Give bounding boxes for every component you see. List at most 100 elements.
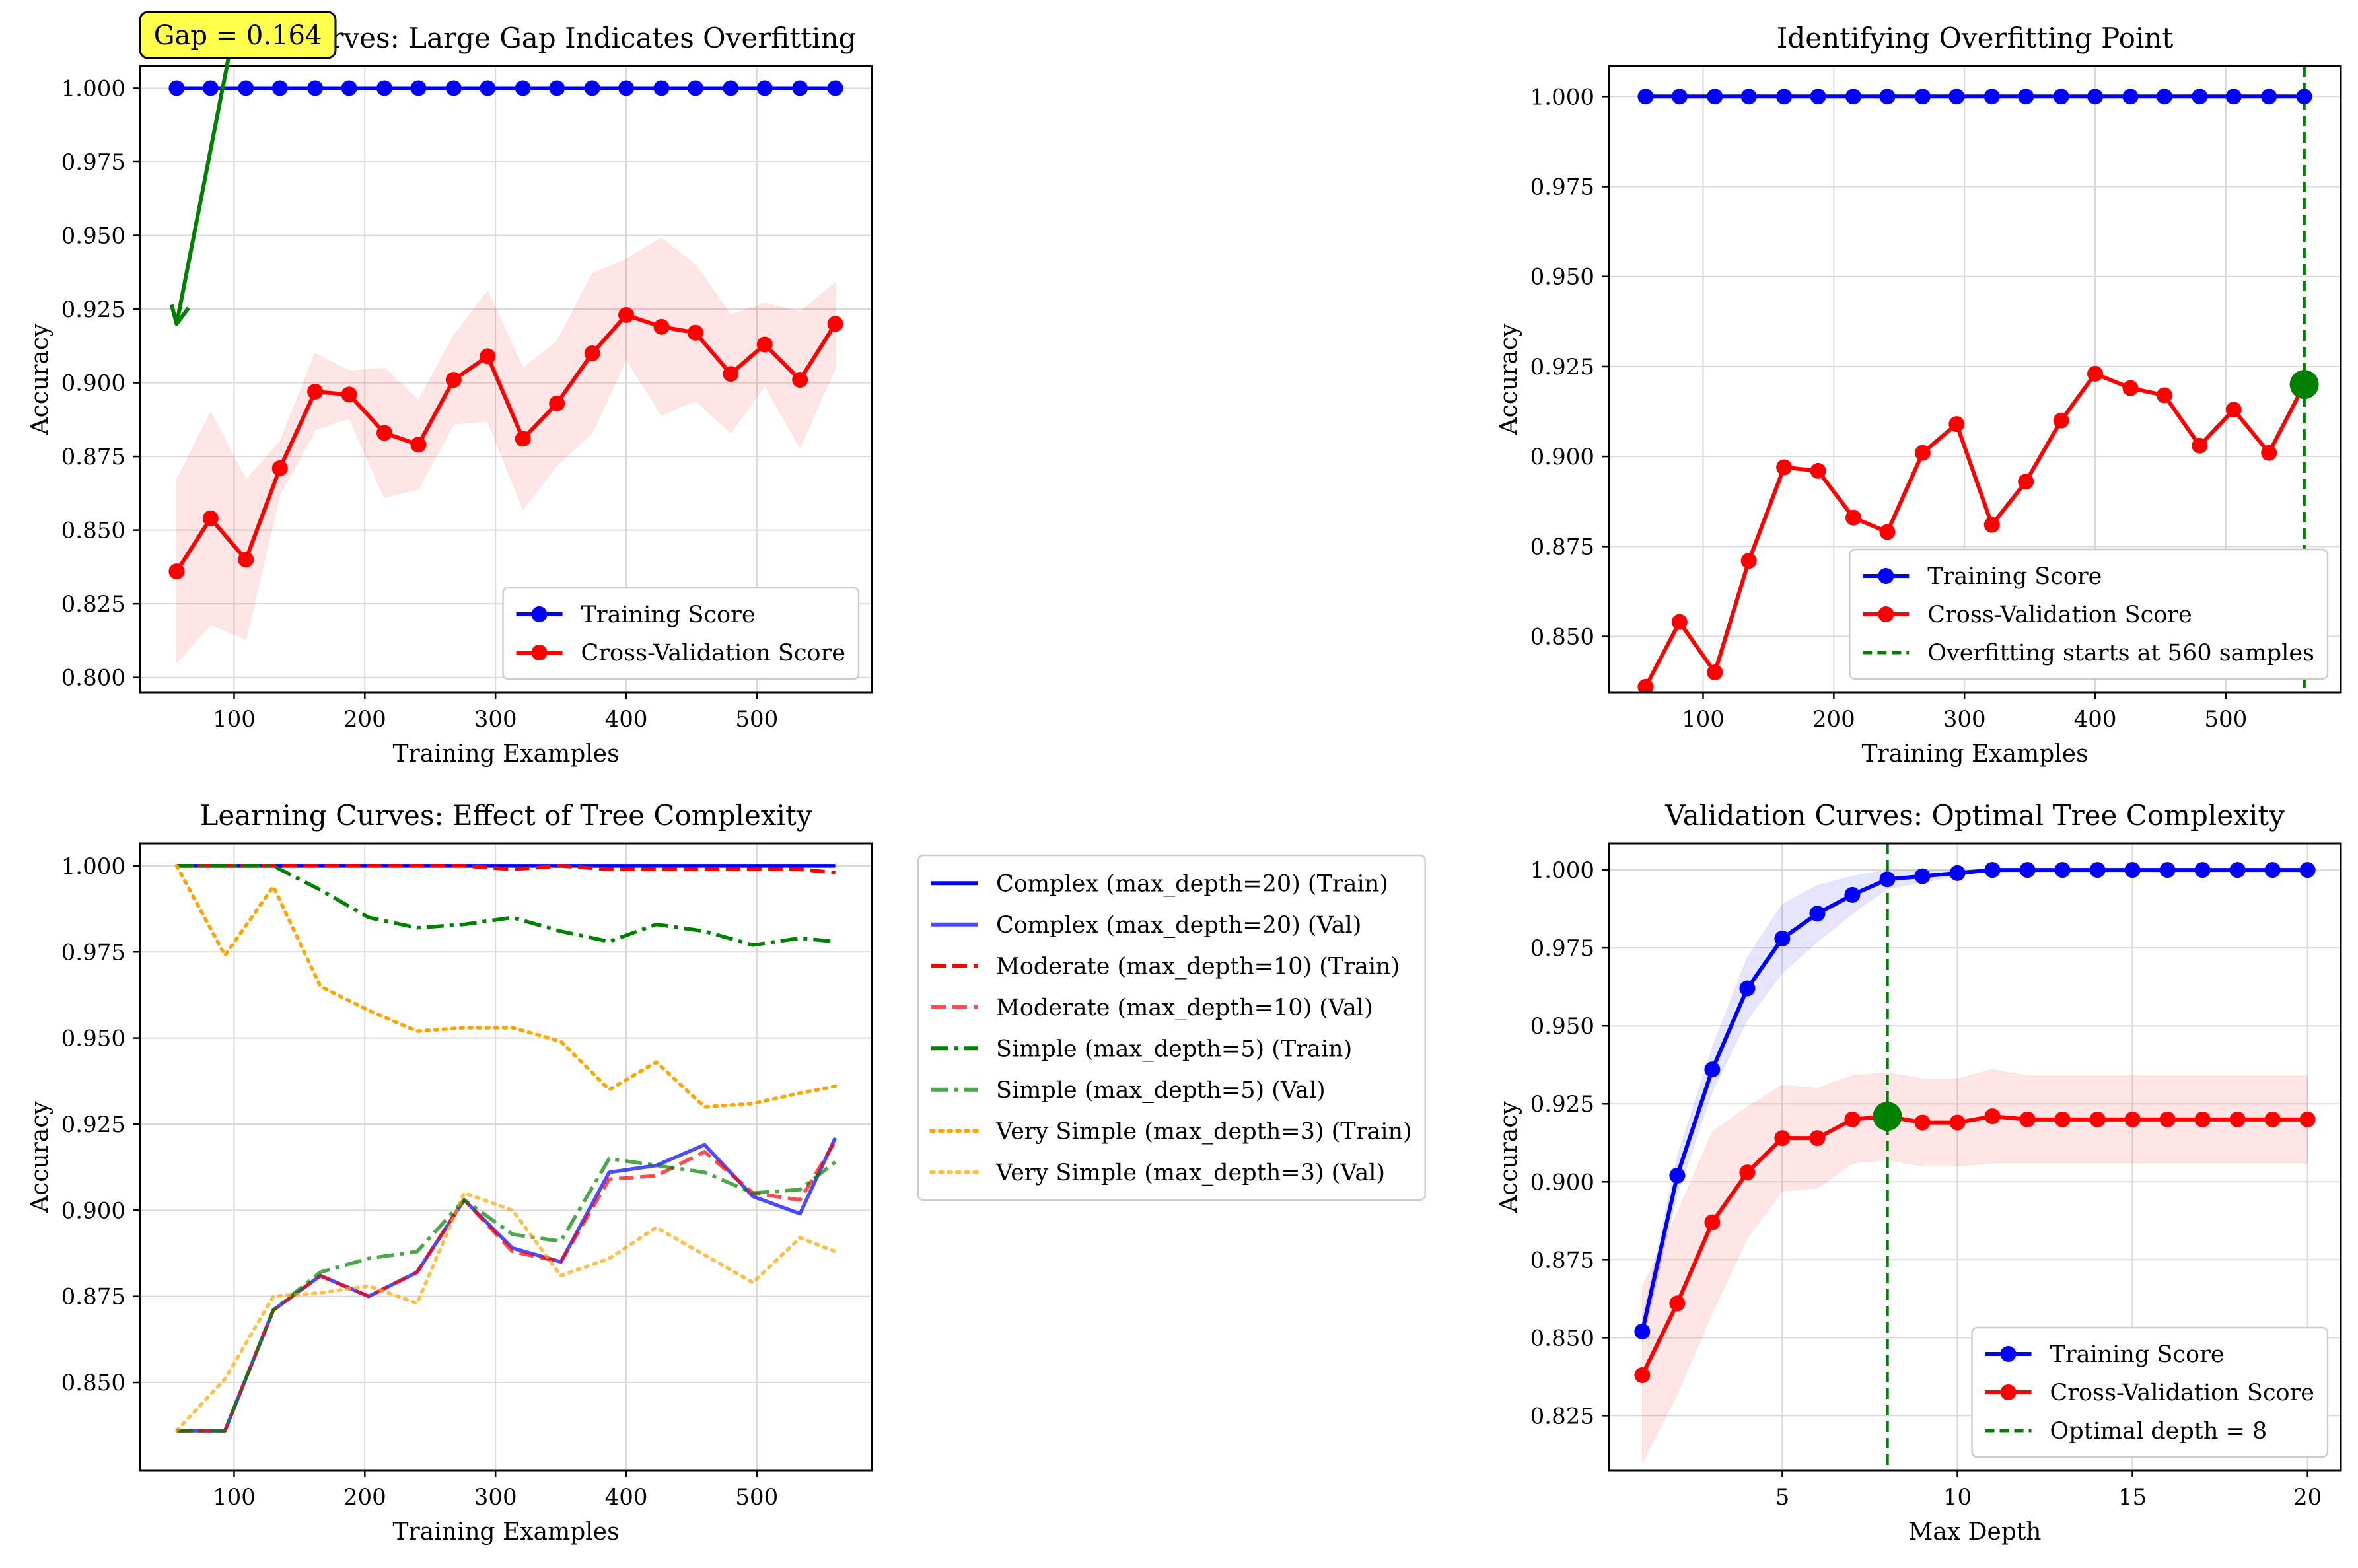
y-tick-label: 0.975 xyxy=(61,149,125,176)
data-point xyxy=(2019,862,2036,878)
data-point xyxy=(376,80,392,96)
data-point xyxy=(2089,1111,2106,1127)
legend-entry: Training Score xyxy=(1985,1341,2225,1368)
data-point xyxy=(618,306,635,323)
data-point xyxy=(1914,445,1931,461)
y-tick-label: 0.850 xyxy=(1530,624,1594,651)
legend: Training Score Cross-Validation Score Opti… xyxy=(1971,1326,2329,1458)
x-tick-label: 100 xyxy=(213,706,256,732)
legend-label: Complex (max_depth=20) (Val) xyxy=(996,912,1361,939)
data-point xyxy=(445,80,462,96)
data-point xyxy=(1844,886,1861,903)
legend-label: Moderate (max_depth=10) (Val) xyxy=(996,995,1373,1021)
data-point xyxy=(2225,89,2242,105)
data-point xyxy=(1810,89,1826,105)
data-point xyxy=(480,80,496,96)
legend-label: Simple (max_depth=5) (Val) xyxy=(996,1077,1326,1104)
data-point xyxy=(1740,89,1757,105)
data-point xyxy=(653,318,670,335)
x-tick-label: 15 xyxy=(2118,1484,2147,1511)
series-line xyxy=(174,864,838,1109)
data-point xyxy=(410,80,427,96)
series-line xyxy=(1643,371,2306,688)
legend-entry: Optimal depth = 8 xyxy=(1985,1418,2267,1444)
data-point xyxy=(1707,664,1723,681)
legend: Training Score Cross-Validation Score xyxy=(502,587,860,680)
data-point xyxy=(2261,445,2277,461)
chart-title: Identifying Overfitting Point xyxy=(1777,22,2174,54)
data-point xyxy=(653,80,670,96)
data-point xyxy=(723,80,739,96)
legend-marker xyxy=(531,645,548,660)
y-tick-label: 0.900 xyxy=(1530,444,1594,470)
data-point xyxy=(2124,1111,2141,1127)
y-tick-label: 0.925 xyxy=(1530,1091,1594,1118)
plot-area xyxy=(1637,66,2312,692)
chart-identifying-overfitting-point: 100 200 300 400 500 0.850 0.875 0.900 0.925 0.950… xyxy=(1495,22,2342,767)
data-point xyxy=(1637,89,1654,105)
data-point xyxy=(792,372,808,388)
data-point xyxy=(1914,89,1931,105)
annotation-box xyxy=(139,11,337,59)
data-point xyxy=(2122,89,2139,105)
data-point xyxy=(1634,1367,1651,1383)
legend-label: Very Simple (max_depth=3) (Train) xyxy=(995,1118,1412,1145)
data-point xyxy=(1810,462,1826,479)
data-point xyxy=(2018,474,2034,490)
data-point xyxy=(2054,1111,2071,1127)
y-tick-label: 0.925 xyxy=(61,297,125,323)
data-point xyxy=(2264,862,2281,878)
data-point xyxy=(445,372,462,388)
data-point xyxy=(549,395,565,411)
data-point xyxy=(723,366,739,382)
y-tick-label: 0.825 xyxy=(1530,1403,1594,1429)
chart-tree-complexity-learning-curves: 100 200 300 400 500 0.850 0.875 0.900 0.925 0.950… xyxy=(26,799,1426,1546)
y-tick-label: 0.875 xyxy=(61,444,125,470)
legend-entry: Complex (max_depth=20) (Val) xyxy=(931,912,1361,939)
data-point xyxy=(1776,459,1793,476)
data-point xyxy=(376,425,392,441)
x-tick-label: 5 xyxy=(1775,1484,1790,1511)
data-point xyxy=(2194,862,2211,878)
y-tick-label: 0.875 xyxy=(61,1284,125,1310)
data-point xyxy=(341,80,357,96)
y-tick-label: 0.950 xyxy=(1530,1013,1594,1040)
legend-label: Overfitting starts at 560 samples xyxy=(1927,640,2314,666)
y-axis-label: Accuracy xyxy=(26,323,54,435)
data-point xyxy=(2192,437,2208,454)
x-tick-label: 200 xyxy=(343,706,386,732)
data-point xyxy=(2159,862,2176,878)
series-line xyxy=(176,1140,837,1433)
axes-frame xyxy=(1608,842,2342,1472)
data-point xyxy=(2054,862,2071,878)
y-tick-label: 0.975 xyxy=(1530,935,1594,962)
y-tick-label: 1.000 xyxy=(1530,84,1594,110)
data-point xyxy=(515,431,531,447)
series-line xyxy=(176,864,836,875)
legend-entry: Training Score xyxy=(516,602,756,628)
y-tick-label: 0.900 xyxy=(1530,1169,1594,1195)
data-point xyxy=(687,80,703,96)
series-line xyxy=(174,312,838,573)
legend-label: Cross-Validation Score xyxy=(2050,1380,2314,1406)
data-point xyxy=(1845,509,1861,526)
x-tick-label: 20 xyxy=(2293,1484,2322,1511)
data-point xyxy=(1984,862,2001,878)
data-point xyxy=(1637,678,1654,692)
data-point xyxy=(1774,931,1791,947)
data-point xyxy=(827,80,843,96)
x-tick-label: 500 xyxy=(2204,706,2247,732)
y-tick-label: 0.850 xyxy=(61,518,125,544)
data-point xyxy=(2053,412,2069,429)
chart-validation-curves-depth: 5 10 15 20 0.825 0.850 0.875 0.900 0.925 0.950 0.9… xyxy=(1495,799,2342,1546)
data-point xyxy=(2019,1111,2036,1127)
data-point xyxy=(2261,89,2277,105)
x-tick-label: 400 xyxy=(605,1484,648,1511)
data-point xyxy=(2299,862,2316,878)
y-axis-label: Accuracy xyxy=(1495,323,1522,435)
data-point xyxy=(756,80,773,96)
data-point xyxy=(1984,1108,2001,1125)
y-tick-label: 0.850 xyxy=(1530,1325,1594,1351)
y-tick-label: 1.000 xyxy=(61,75,125,102)
